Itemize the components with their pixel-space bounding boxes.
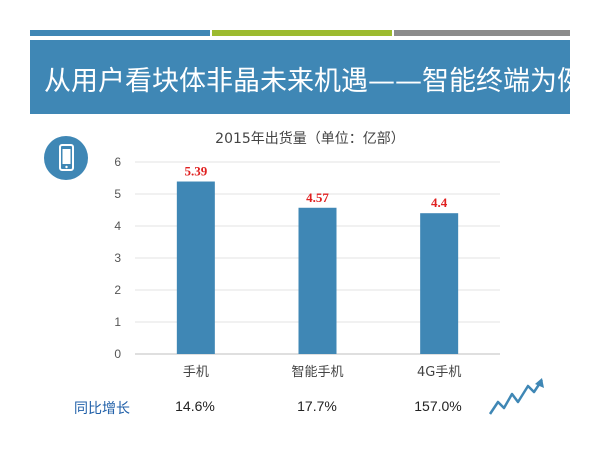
data-label: 4.57: [306, 190, 329, 205]
y-tick-label: 2: [114, 283, 121, 297]
y-tick-label: 1: [114, 315, 121, 329]
smartphone-badge: [44, 136, 88, 180]
stripe-segment-blue: [30, 30, 210, 36]
y-tick-label: 6: [114, 155, 121, 169]
growth-value-phone: 14.6%: [175, 398, 215, 414]
x-tick-label: 手机: [183, 365, 209, 380]
data-label: 4.4: [431, 195, 448, 210]
top-stripe: [30, 30, 570, 36]
bar: [176, 181, 215, 354]
chart-bars: [176, 181, 459, 354]
data-label: 5.39: [184, 164, 207, 179]
growth-label: 同比增长: [74, 401, 130, 417]
bar: [420, 213, 459, 354]
chart-title: 2015年出货量（单位：亿部）: [215, 130, 405, 147]
x-axis-ticks: 手机 智能手机 4G手机: [183, 365, 462, 380]
y-axis-ticks: 0 1 2 3 4 5 6: [114, 155, 121, 361]
y-tick-label: 3: [114, 251, 121, 265]
smartphone-icon: [59, 144, 74, 171]
stripe-segment-gray: [394, 30, 570, 36]
stripe-segment-green: [212, 30, 392, 36]
title-band: 从用户看块体非晶未来机遇——智能终端为例: [30, 40, 584, 114]
slide-title: 从用户看块体非晶未来机遇——智能终端为例: [44, 66, 584, 97]
bar: [298, 207, 337, 354]
y-tick-label: 0: [114, 347, 121, 361]
x-tick-label: 4G手机: [417, 365, 461, 380]
data-labels: 5.39 4.57 4.4: [184, 164, 447, 211]
growth-value-smartphone: 17.7%: [297, 398, 337, 414]
upward-trend-arrow-icon: [488, 378, 544, 415]
y-tick-label: 4: [114, 219, 121, 233]
y-tick-label: 5: [114, 187, 121, 201]
growth-value-4g: 157.0%: [414, 398, 462, 414]
x-tick-label: 智能手机: [291, 365, 343, 380]
